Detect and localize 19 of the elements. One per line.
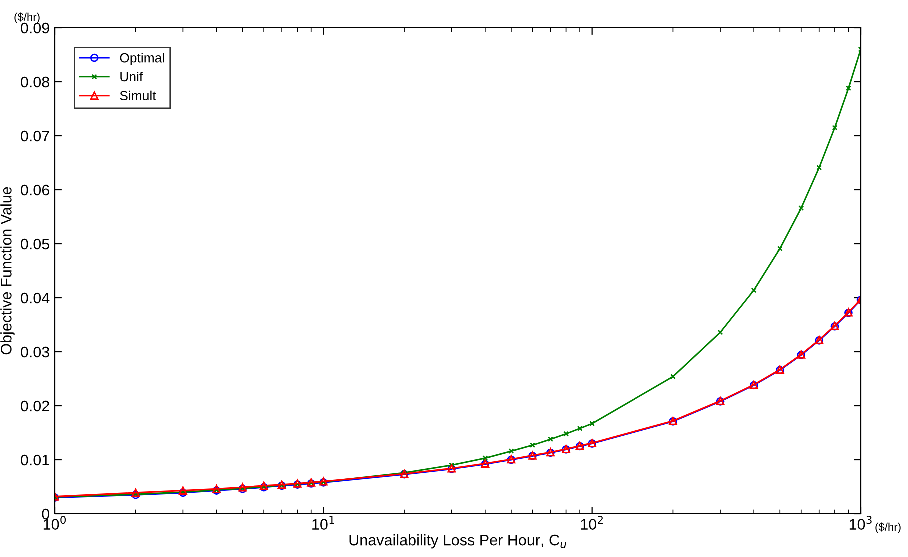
y-tick-label: 0.06 xyxy=(21,184,50,196)
y-tick-label: 0.04 xyxy=(21,292,50,304)
legend-label: Unif xyxy=(120,72,144,82)
y-tick-label: 0.09 xyxy=(21,22,50,34)
y-tick-label: 0.05 xyxy=(21,238,50,250)
y-tick-label: 0.02 xyxy=(21,400,50,412)
y-tick-label: 0.07 xyxy=(21,130,50,142)
y-tick-label: 0.03 xyxy=(21,346,50,358)
legend-label: Optimal xyxy=(120,53,164,66)
y-tick-label: 0.08 xyxy=(21,76,50,88)
legend-label: Simult xyxy=(120,90,156,101)
x-tick-label: 10$^{3}$ xyxy=(850,516,872,530)
y-axis-title: Objective Function Value xyxy=(0,187,15,355)
x-tick-label: 10$^{1}$ xyxy=(312,516,334,530)
x-axis-title: Unavailability Loss Per Hour, C$_{u}$ xyxy=(350,534,566,549)
y-tick-label: 0.01 xyxy=(21,454,50,466)
x-tick-label: 10$^{2}$ xyxy=(581,516,603,530)
text: ($/hr) xyxy=(14,12,40,24)
text: ($/hr) xyxy=(876,522,901,534)
